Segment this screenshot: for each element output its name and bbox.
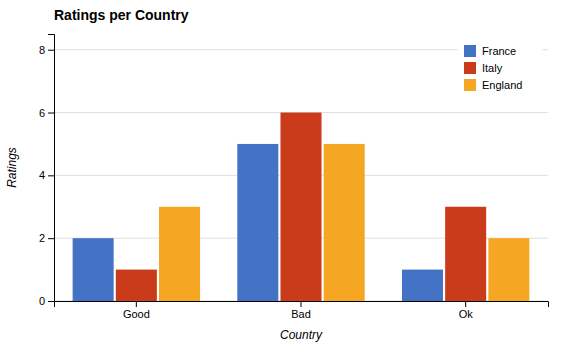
plot: 0 2 4 6 8 Good Bad Ok France Italy England — [39, 35, 549, 320]
y-tick: 4 — [39, 169, 54, 181]
y-axis-title: Ratings — [5, 147, 19, 188]
x-tick-mark — [465, 301, 466, 307]
grid — [54, 50, 548, 301]
y-tick: 2 — [39, 232, 54, 244]
y-tick-label: 4 — [39, 169, 45, 181]
x-tick: Ok — [459, 301, 474, 320]
y-tick-label: 0 — [39, 295, 45, 307]
y-tick-mark — [48, 113, 54, 114]
y-tick: 8 — [39, 44, 54, 56]
x-tick-mark — [136, 301, 137, 307]
x-tick: Good — [123, 301, 150, 320]
bar — [116, 270, 157, 301]
bars — [73, 113, 530, 301]
y-tick-mark — [48, 175, 54, 176]
x-axis-title: Country — [280, 328, 323, 342]
bar — [324, 144, 365, 301]
x-tick: Bad — [291, 301, 311, 320]
legend-label: England — [482, 79, 522, 91]
legend-swatch — [464, 45, 476, 57]
bar — [73, 238, 114, 301]
legend-label: France — [482, 45, 516, 57]
x-tick-label: Ok — [459, 308, 474, 320]
y-tick: 0 — [39, 295, 54, 307]
legend-item: France — [464, 45, 516, 57]
legend-label: Italy — [482, 62, 503, 74]
legend-swatch — [464, 79, 476, 91]
x-axis: Good Bad Ok — [55, 301, 549, 320]
y-tick-label: 8 — [39, 44, 45, 56]
y-axis: 0 2 4 6 8 — [39, 35, 55, 308]
x-axis-line — [55, 302, 549, 308]
legend-item: Italy — [464, 62, 503, 74]
chart: 0 2 4 6 8 Good Bad Ok France Italy England Ratings … — [0, 0, 562, 349]
legend: France Italy England — [458, 40, 542, 97]
bar — [488, 238, 529, 301]
title: Ratings per Country — [54, 7, 189, 23]
legend-item: England — [464, 79, 522, 91]
x-tick-label: Bad — [291, 308, 311, 320]
bar — [402, 270, 443, 301]
y-tick-mark — [48, 301, 54, 302]
bar — [280, 113, 321, 301]
y-tick-mark — [48, 50, 54, 51]
bar — [237, 144, 278, 301]
x-tick-mark — [301, 301, 302, 307]
x-tick-label: Good — [123, 308, 150, 320]
y-axis-line — [48, 35, 55, 302]
legend-background — [458, 40, 542, 97]
y-tick-mark — [48, 238, 54, 239]
y-tick: 6 — [39, 107, 54, 119]
legend-swatch — [464, 62, 476, 74]
bar-series — [159, 144, 529, 301]
bar-series — [116, 113, 486, 301]
bar — [445, 207, 486, 301]
y-tick-label: 6 — [39, 107, 45, 119]
y-tick-label: 2 — [39, 232, 45, 244]
bar-series — [73, 144, 443, 301]
bar — [159, 207, 200, 301]
